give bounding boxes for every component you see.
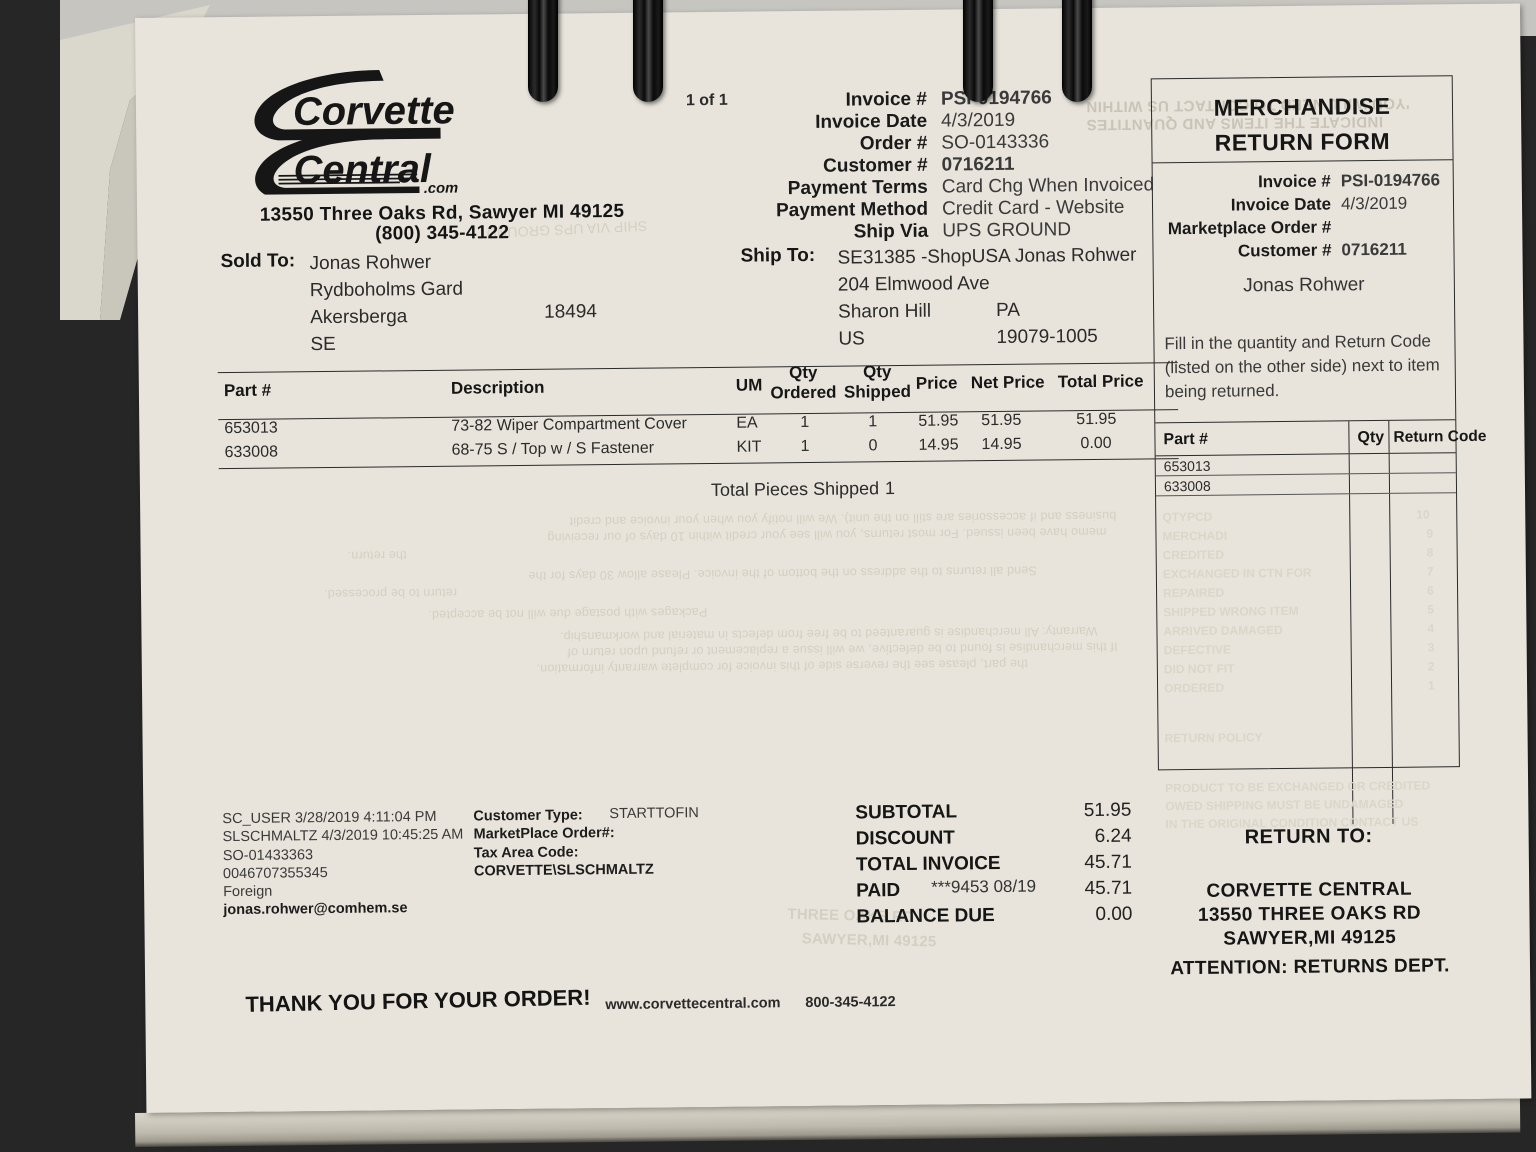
svg-text:.com: .com bbox=[424, 181, 459, 195]
svg-text:Corvette: Corvette bbox=[293, 88, 455, 134]
svg-text:Central: Central bbox=[293, 147, 432, 192]
